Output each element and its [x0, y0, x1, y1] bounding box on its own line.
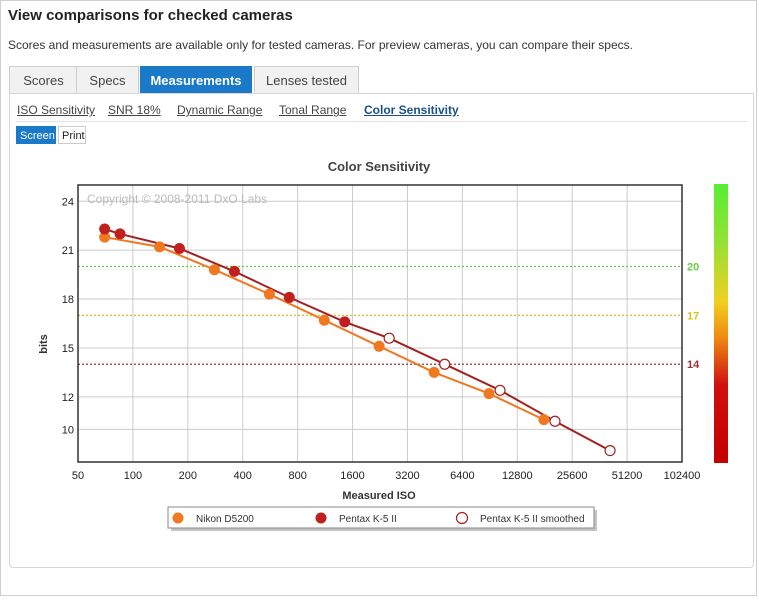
data-point-pentax-k5ii-smoothed[interactable] — [549, 415, 561, 427]
reference-label: 17 — [687, 310, 699, 322]
legend-label: Pentax K-5 II — [339, 514, 397, 525]
subtab-iso-sensitivity[interactable]: ISO Sensitivity — [17, 103, 96, 117]
x-tick-label: 102400 — [664, 470, 701, 482]
y-tick-label: 12 — [62, 392, 74, 404]
data-point-pentax-k5ii[interactable] — [99, 223, 111, 235]
subtab-color-sensitivity[interactable]: Color Sensitivity — [364, 103, 459, 117]
y-axis-label: bits — [38, 334, 50, 354]
data-point-nikon-d5200[interactable] — [538, 414, 550, 426]
x-tick-label: 200 — [179, 470, 197, 482]
y-tick-label: 24 — [62, 196, 74, 208]
legend-marker — [455, 511, 469, 525]
x-tick-label: 25600 — [557, 470, 588, 482]
subtab-snr-18[interactable]: SNR 18% — [108, 103, 161, 117]
legend-item-pentax-k5ii-smoothed[interactable]: Pentax K-5 II smoothed — [455, 511, 585, 526]
x-tick-label: 6400 — [450, 470, 474, 482]
tab-scores[interactable]: Scores — [9, 66, 78, 93]
data-point-pentax-k5ii[interactable] — [283, 291, 295, 303]
y-tick-label: 18 — [62, 294, 74, 306]
legend-label: Pentax K-5 II smoothed — [480, 514, 585, 525]
data-point-pentax-k5ii[interactable] — [173, 243, 185, 255]
legend-marker — [315, 512, 327, 524]
series-line-pentax-k5ii — [104, 228, 611, 452]
data-point-nikon-d5200[interactable] — [318, 314, 330, 326]
x-tick-label: 100 — [124, 470, 142, 482]
data-point-nikon-d5200[interactable] — [263, 288, 275, 300]
print-view-button[interactable]: Print — [58, 126, 86, 144]
chart-legend: Nikon D5200 Pentax K-5 II Pentax K-5 II sm… — [167, 506, 597, 531]
color-sensitivity-chart: Color Sensitivity 20 17 14 Copyright © 200… — [38, 159, 728, 531]
data-point-pentax-k5ii-smoothed[interactable] — [494, 384, 506, 396]
data-point-nikon-d5200[interactable] — [99, 231, 111, 243]
plot-frame — [77, 184, 683, 463]
data-point-pentax-k5ii[interactable] — [228, 265, 240, 277]
legend-item-nikon-d5200[interactable]: Nikon D5200 — [172, 512, 255, 526]
measurements-panel: ISO Sensitivity SNR 18% Dynamic Range To… — [9, 93, 754, 568]
tab-lenses-tested[interactable]: Lenses tested — [254, 66, 359, 93]
legend-item-pentax-k5ii[interactable]: Pentax K-5 II — [315, 512, 397, 526]
x-tick-label: 800 — [288, 470, 306, 482]
y-tick-label: 15 — [62, 343, 74, 355]
data-point-pentax-k5ii-smoothed[interactable] — [439, 358, 451, 370]
x-tick-label: 3200 — [395, 470, 419, 482]
tab-measurements[interactable]: Measurements — [140, 66, 252, 94]
x-tick-label: 51200 — [612, 470, 643, 482]
x-axis-label: Measured ISO — [342, 490, 416, 502]
chart-title: Color Sensitivity — [328, 159, 431, 174]
color-scale-bar — [714, 184, 728, 463]
tab-specs[interactable]: Specs — [76, 66, 139, 93]
page-title: View comparisons for checked cameras — [8, 7, 293, 24]
data-point-pentax-k5ii-smoothed[interactable] — [383, 332, 395, 344]
y-tick-label: 10 — [62, 424, 74, 436]
data-point-nikon-d5200[interactable] — [428, 366, 440, 378]
reference-label: 20 — [687, 261, 699, 273]
x-tick-label: 400 — [234, 470, 252, 482]
y-tick-label: 21 — [62, 245, 74, 257]
legend-label: Nikon D5200 — [196, 514, 254, 525]
screen-view-button[interactable]: Screen — [16, 126, 56, 144]
series-line-nikon-d5200 — [104, 236, 545, 421]
legend-marker — [172, 512, 184, 524]
chart-watermark: Copyright © 2008-2011 DxO Labs — [87, 192, 267, 206]
subnav-divider — [16, 121, 747, 122]
data-point-nikon-d5200[interactable] — [208, 264, 220, 276]
comparison-container: View comparisons for checked cameras Sco… — [0, 0, 757, 596]
x-tick-label: 1600 — [340, 470, 364, 482]
data-point-nikon-d5200[interactable] — [373, 340, 385, 352]
data-point-nikon-d5200[interactable] — [483, 388, 495, 400]
x-tick-label: 50 — [72, 470, 84, 482]
subtab-tonal-range[interactable]: Tonal Range — [279, 103, 347, 117]
data-point-pentax-k5ii[interactable] — [339, 316, 351, 328]
page-subtitle: Scores and measurements are available on… — [8, 38, 633, 52]
data-point-pentax-k5ii-smoothed[interactable] — [604, 444, 616, 457]
subtab-dynamic-range[interactable]: Dynamic Range — [177, 103, 263, 117]
data-point-pentax-k5ii[interactable] — [114, 228, 126, 240]
data-point-nikon-d5200[interactable] — [154, 241, 166, 253]
reference-label: 14 — [687, 359, 700, 371]
x-tick-label: 12800 — [502, 470, 533, 482]
